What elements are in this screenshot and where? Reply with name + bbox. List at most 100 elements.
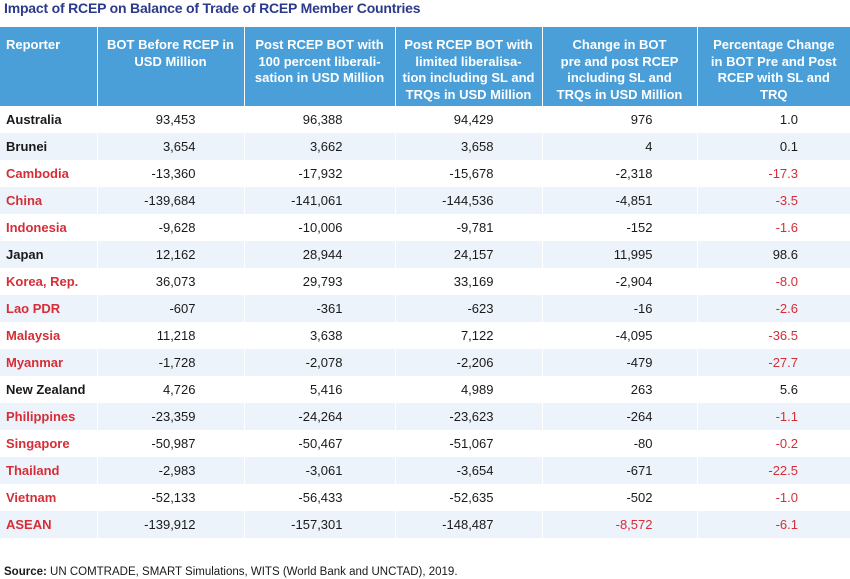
cell-pct-change: -1.6 (696, 214, 850, 241)
cell-reporter: Lao PDR (0, 295, 97, 322)
cell-reporter: Philippines (0, 403, 97, 430)
cell-pct-change: -3.5 (696, 187, 850, 214)
cell-pct-change: -8.0 (696, 268, 850, 295)
cell-change: 11,995 (541, 241, 697, 268)
cell-pct-change: -1.1 (696, 403, 850, 430)
cell-bot-before: -23,359 (96, 403, 244, 430)
cell-pct-change: -17.3 (696, 160, 850, 187)
cell-post-full: 3,662 (243, 133, 395, 160)
cell-reporter: Malaysia (0, 322, 97, 349)
cell-pct-change: -1.0 (696, 484, 850, 511)
cell-post-limited: 4,989 (394, 376, 542, 403)
table-row: Singapore -50,987 -50,467 -51,067 -80 -0.2 (0, 430, 850, 457)
cell-change: -8,572 (541, 511, 697, 538)
cell-bot-before: 12,162 (96, 241, 244, 268)
table-row: Australia 93,453 96,388 94,429 976 1.0 (0, 106, 850, 133)
cell-bot-before: -9,628 (96, 214, 244, 241)
cell-post-limited: -23,623 (394, 403, 542, 430)
cell-bot-before: 93,453 (96, 106, 244, 133)
cell-post-full: 28,944 (243, 241, 395, 268)
cell-bot-before: 4,726 (96, 376, 244, 403)
cell-post-limited: 7,122 (394, 322, 542, 349)
cell-post-full: -56,433 (243, 484, 395, 511)
cell-pct-change: -27.7 (696, 349, 850, 376)
cell-bot-before: 3,654 (96, 133, 244, 160)
cell-post-limited: -9,781 (394, 214, 542, 241)
cell-change: -502 (541, 484, 697, 511)
table-row: Myanmar -1,728 -2,078 -2,206 -479 -27.7 (0, 349, 850, 376)
cell-change: -479 (541, 349, 697, 376)
cell-change: -2,904 (541, 268, 697, 295)
cell-pct-change: 0.1 (696, 133, 850, 160)
source-label: Source: (4, 566, 47, 578)
table-row: ASEAN -139,912 -157,301 -148,487 -8,572 -6.1 (0, 511, 850, 538)
cell-post-limited: -144,536 (394, 187, 542, 214)
header-post-full: Post RCEP BOT with 100 percent liberali-s… (243, 27, 395, 106)
cell-change: -80 (541, 430, 697, 457)
cell-pct-change: 5.6 (696, 376, 850, 403)
cell-bot-before: -139,912 (96, 511, 244, 538)
cell-post-full: -17,932 (243, 160, 395, 187)
table-row: Brunei 3,654 3,662 3,658 4 0.1 (0, 133, 850, 160)
table-row: Cambodia -13,360 -17,932 -15,678 -2,318 -17.3 (0, 160, 850, 187)
cell-change: -152 (541, 214, 697, 241)
cell-post-full: 3,638 (243, 322, 395, 349)
header-reporter: Reporter (0, 27, 97, 106)
table-row: China -139,684 -141,061 -144,536 -4,851 -3.5 (0, 187, 850, 214)
cell-post-full: 29,793 (243, 268, 395, 295)
cell-bot-before: -2,983 (96, 457, 244, 484)
table-title: Impact of RCEP on Balance of Trade of RC… (4, 0, 421, 16)
cell-post-limited: 94,429 (394, 106, 542, 133)
header-post-limited: Post RCEP BOT with limited liberalisa-tio… (394, 27, 542, 106)
cell-bot-before: -607 (96, 295, 244, 322)
table-header: Reporter BOT Before RCEP in USD Million Pos… (0, 27, 850, 106)
cell-post-limited: -3,654 (394, 457, 542, 484)
cell-post-limited: -623 (394, 295, 542, 322)
table-row: Korea, Rep. 36,073 29,793 33,169 -2,904 -8.0 (0, 268, 850, 295)
cell-post-full: 96,388 (243, 106, 395, 133)
table-body: Australia 93,453 96,388 94,429 976 1.0 Brunei 3… (0, 106, 850, 538)
cell-post-full: 5,416 (243, 376, 395, 403)
header-pct-change: Percentage Change in BOT Pre and Post RCEP… (696, 27, 850, 106)
cell-pct-change: -36.5 (696, 322, 850, 349)
cell-post-limited: 24,157 (394, 241, 542, 268)
header-row: Reporter BOT Before RCEP in USD Million Pos… (0, 27, 850, 106)
cell-change: -4,851 (541, 187, 697, 214)
cell-bot-before: 11,218 (96, 322, 244, 349)
cell-reporter: Myanmar (0, 349, 97, 376)
cell-reporter: ASEAN (0, 511, 97, 538)
cell-change: 263 (541, 376, 697, 403)
cell-post-limited: -52,635 (394, 484, 542, 511)
cell-post-limited: 3,658 (394, 133, 542, 160)
cell-bot-before: -139,684 (96, 187, 244, 214)
cell-reporter: Indonesia (0, 214, 97, 241)
cell-reporter: Singapore (0, 430, 97, 457)
cell-pct-change: 98.6 (696, 241, 850, 268)
cell-change: -671 (541, 457, 697, 484)
cell-change: 4 (541, 133, 697, 160)
cell-post-limited: -2,206 (394, 349, 542, 376)
cell-post-full: -3,061 (243, 457, 395, 484)
cell-reporter: Korea, Rep. (0, 268, 97, 295)
table-row: Lao PDR -607 -361 -623 -16 -2.6 (0, 295, 850, 322)
source-text: UN COMTRADE, SMART Simulations, WITS (Wo… (46, 566, 458, 578)
cell-reporter: Japan (0, 241, 97, 268)
cell-bot-before: -52,133 (96, 484, 244, 511)
cell-bot-before: -13,360 (96, 160, 244, 187)
table-row: Indonesia -9,628 -10,006 -9,781 -152 -1.6 (0, 214, 850, 241)
cell-reporter: New Zealand (0, 376, 97, 403)
source-note: Source: UN COMTRADE, SMART Simulations, … (4, 566, 458, 578)
table-row: Thailand -2,983 -3,061 -3,654 -671 -22.5 (0, 457, 850, 484)
cell-post-full: -157,301 (243, 511, 395, 538)
table-row: Vietnam -52,133 -56,433 -52,635 -502 -1.0 (0, 484, 850, 511)
cell-bot-before: -50,987 (96, 430, 244, 457)
cell-bot-before: -1,728 (96, 349, 244, 376)
cell-pct-change: 1.0 (696, 106, 850, 133)
cell-post-full: -361 (243, 295, 395, 322)
header-change: Change in BOT pre and post RCEP including … (541, 27, 697, 106)
table-row: Philippines -23,359 -24,264 -23,623 -264 -1.1 (0, 403, 850, 430)
cell-change: -264 (541, 403, 697, 430)
cell-post-limited: -51,067 (394, 430, 542, 457)
rcep-bot-table: Reporter BOT Before RCEP in USD Million Pos… (0, 27, 850, 538)
cell-pct-change: -22.5 (696, 457, 850, 484)
